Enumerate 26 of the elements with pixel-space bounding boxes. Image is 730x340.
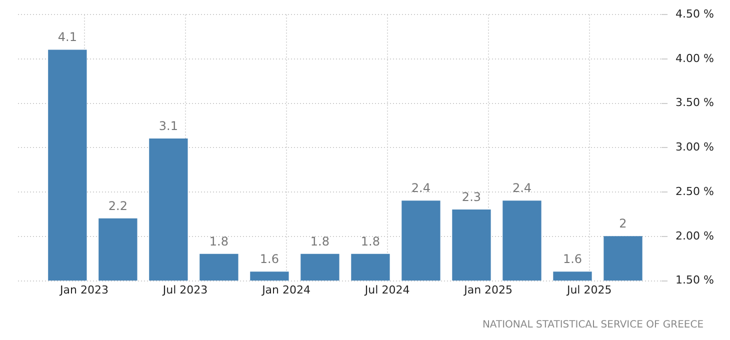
y-tick-label: 4.50 % xyxy=(676,7,714,20)
y-tick-label: 3.50 % xyxy=(676,96,714,110)
x-tick-label: Jan 2023 xyxy=(59,283,108,296)
data-label: 2.4 xyxy=(512,181,532,196)
text: NATIONAL STATISTICAL SERVICE OF GREECE xyxy=(482,320,704,331)
data-label: 4.1 xyxy=(58,30,77,44)
y-tick-label: 3.00 % xyxy=(676,140,714,154)
x-tick-label: Jul 2025 xyxy=(566,283,612,296)
data-label: 2.3 xyxy=(462,190,482,204)
x-tick-label: Jul 2023 xyxy=(162,283,208,296)
data-label: 3.1 xyxy=(158,118,178,133)
data-label: 2 xyxy=(619,216,627,231)
x-tick-label: Jan 2025 xyxy=(463,283,513,296)
x-tick-label: Jan 2024 xyxy=(261,283,311,296)
data-label: 2.2 xyxy=(108,198,128,213)
data-label: 2.4 xyxy=(411,181,431,196)
x-tick-label: Jul 2024 xyxy=(364,283,410,296)
y-tick-label: 2.00 % xyxy=(676,229,714,242)
y-tick-label: 4.00 % xyxy=(676,52,714,65)
y-tick-label: 1.50 % xyxy=(676,274,714,287)
data-label: 1.8 xyxy=(360,234,380,248)
data-label: 1.8 xyxy=(310,234,330,248)
data-label: 1.6 xyxy=(260,252,279,266)
y-tick-label: 2.50 % xyxy=(676,184,714,198)
data-label: 1.8 xyxy=(209,234,228,248)
data-label: 1.6 xyxy=(562,252,582,266)
